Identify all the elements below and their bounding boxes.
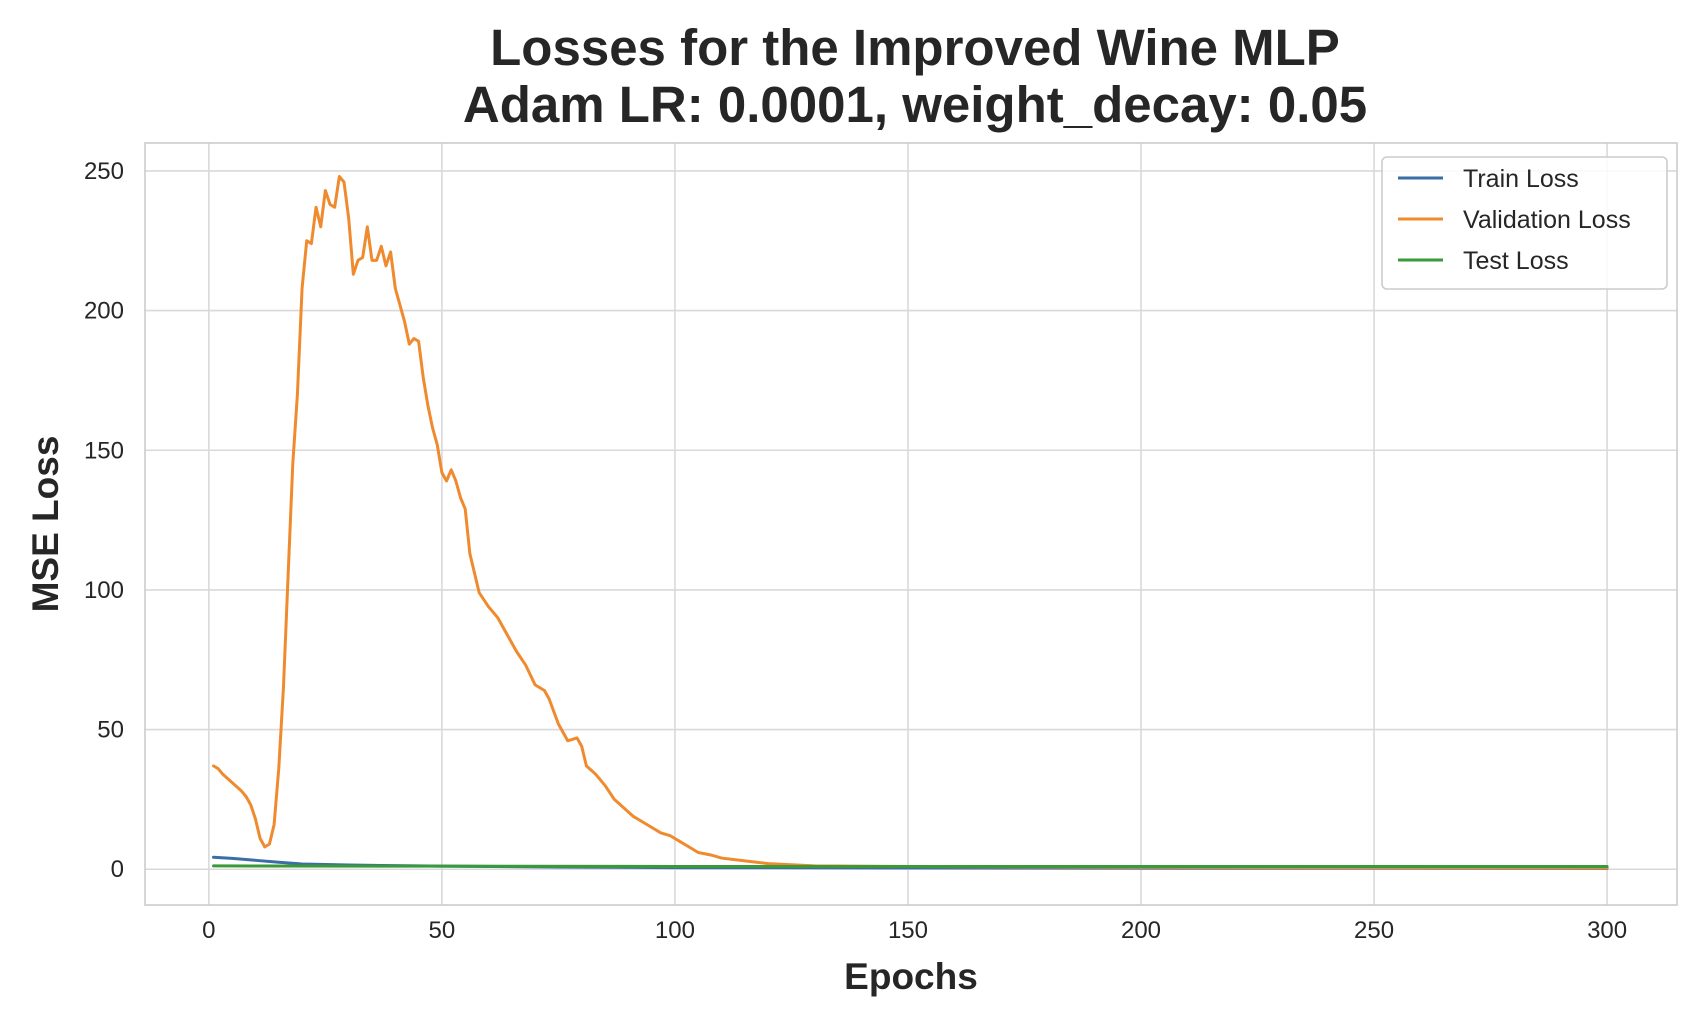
chart-title-line-2: Adam LR: 0.0001, weight_decay: 0.05 — [463, 76, 1367, 133]
legend-label-validation-loss: Validation Loss — [1463, 206, 1631, 234]
x-tick-label: 0 — [202, 917, 215, 944]
y-axis-label: MSE Loss — [25, 436, 66, 613]
y-tick-label: 50 — [97, 717, 124, 744]
y-tick-label: 200 — [84, 298, 124, 325]
x-tick-label: 200 — [1121, 917, 1161, 944]
series-lines — [212, 175, 1609, 870]
x-axis-label: Epochs — [844, 956, 978, 997]
y-tick-labels: 0 50 100 150 200 250 — [84, 158, 124, 883]
x-tick-label: 300 — [1587, 917, 1627, 944]
x-tick-label: 150 — [888, 917, 928, 944]
y-tick-label: 100 — [84, 577, 124, 604]
y-tick-label: 250 — [84, 158, 124, 185]
series-line-test-loss — [212, 864, 1609, 868]
chart-title-line-1: Losses for the Improved Wine MLP — [490, 19, 1340, 76]
x-tick-label: 100 — [655, 917, 695, 944]
y-tick-label: 0 — [111, 856, 124, 883]
legend: Train Loss Validation Loss Test Loss — [1381, 156, 1668, 290]
x-tick-label: 50 — [429, 917, 456, 944]
legend-box — [1381, 156, 1668, 290]
x-tick-labels: 0 50 100 150 200 250 300 — [202, 917, 1627, 944]
series-line-validation-loss — [212, 175, 1609, 870]
x-tick-label: 250 — [1354, 917, 1394, 944]
legend-label-test-loss: Test Loss — [1463, 247, 1569, 275]
y-tick-label: 150 — [84, 437, 124, 464]
legend-label-train-loss: Train Loss — [1463, 165, 1579, 193]
plot-area — [144, 142, 1678, 906]
